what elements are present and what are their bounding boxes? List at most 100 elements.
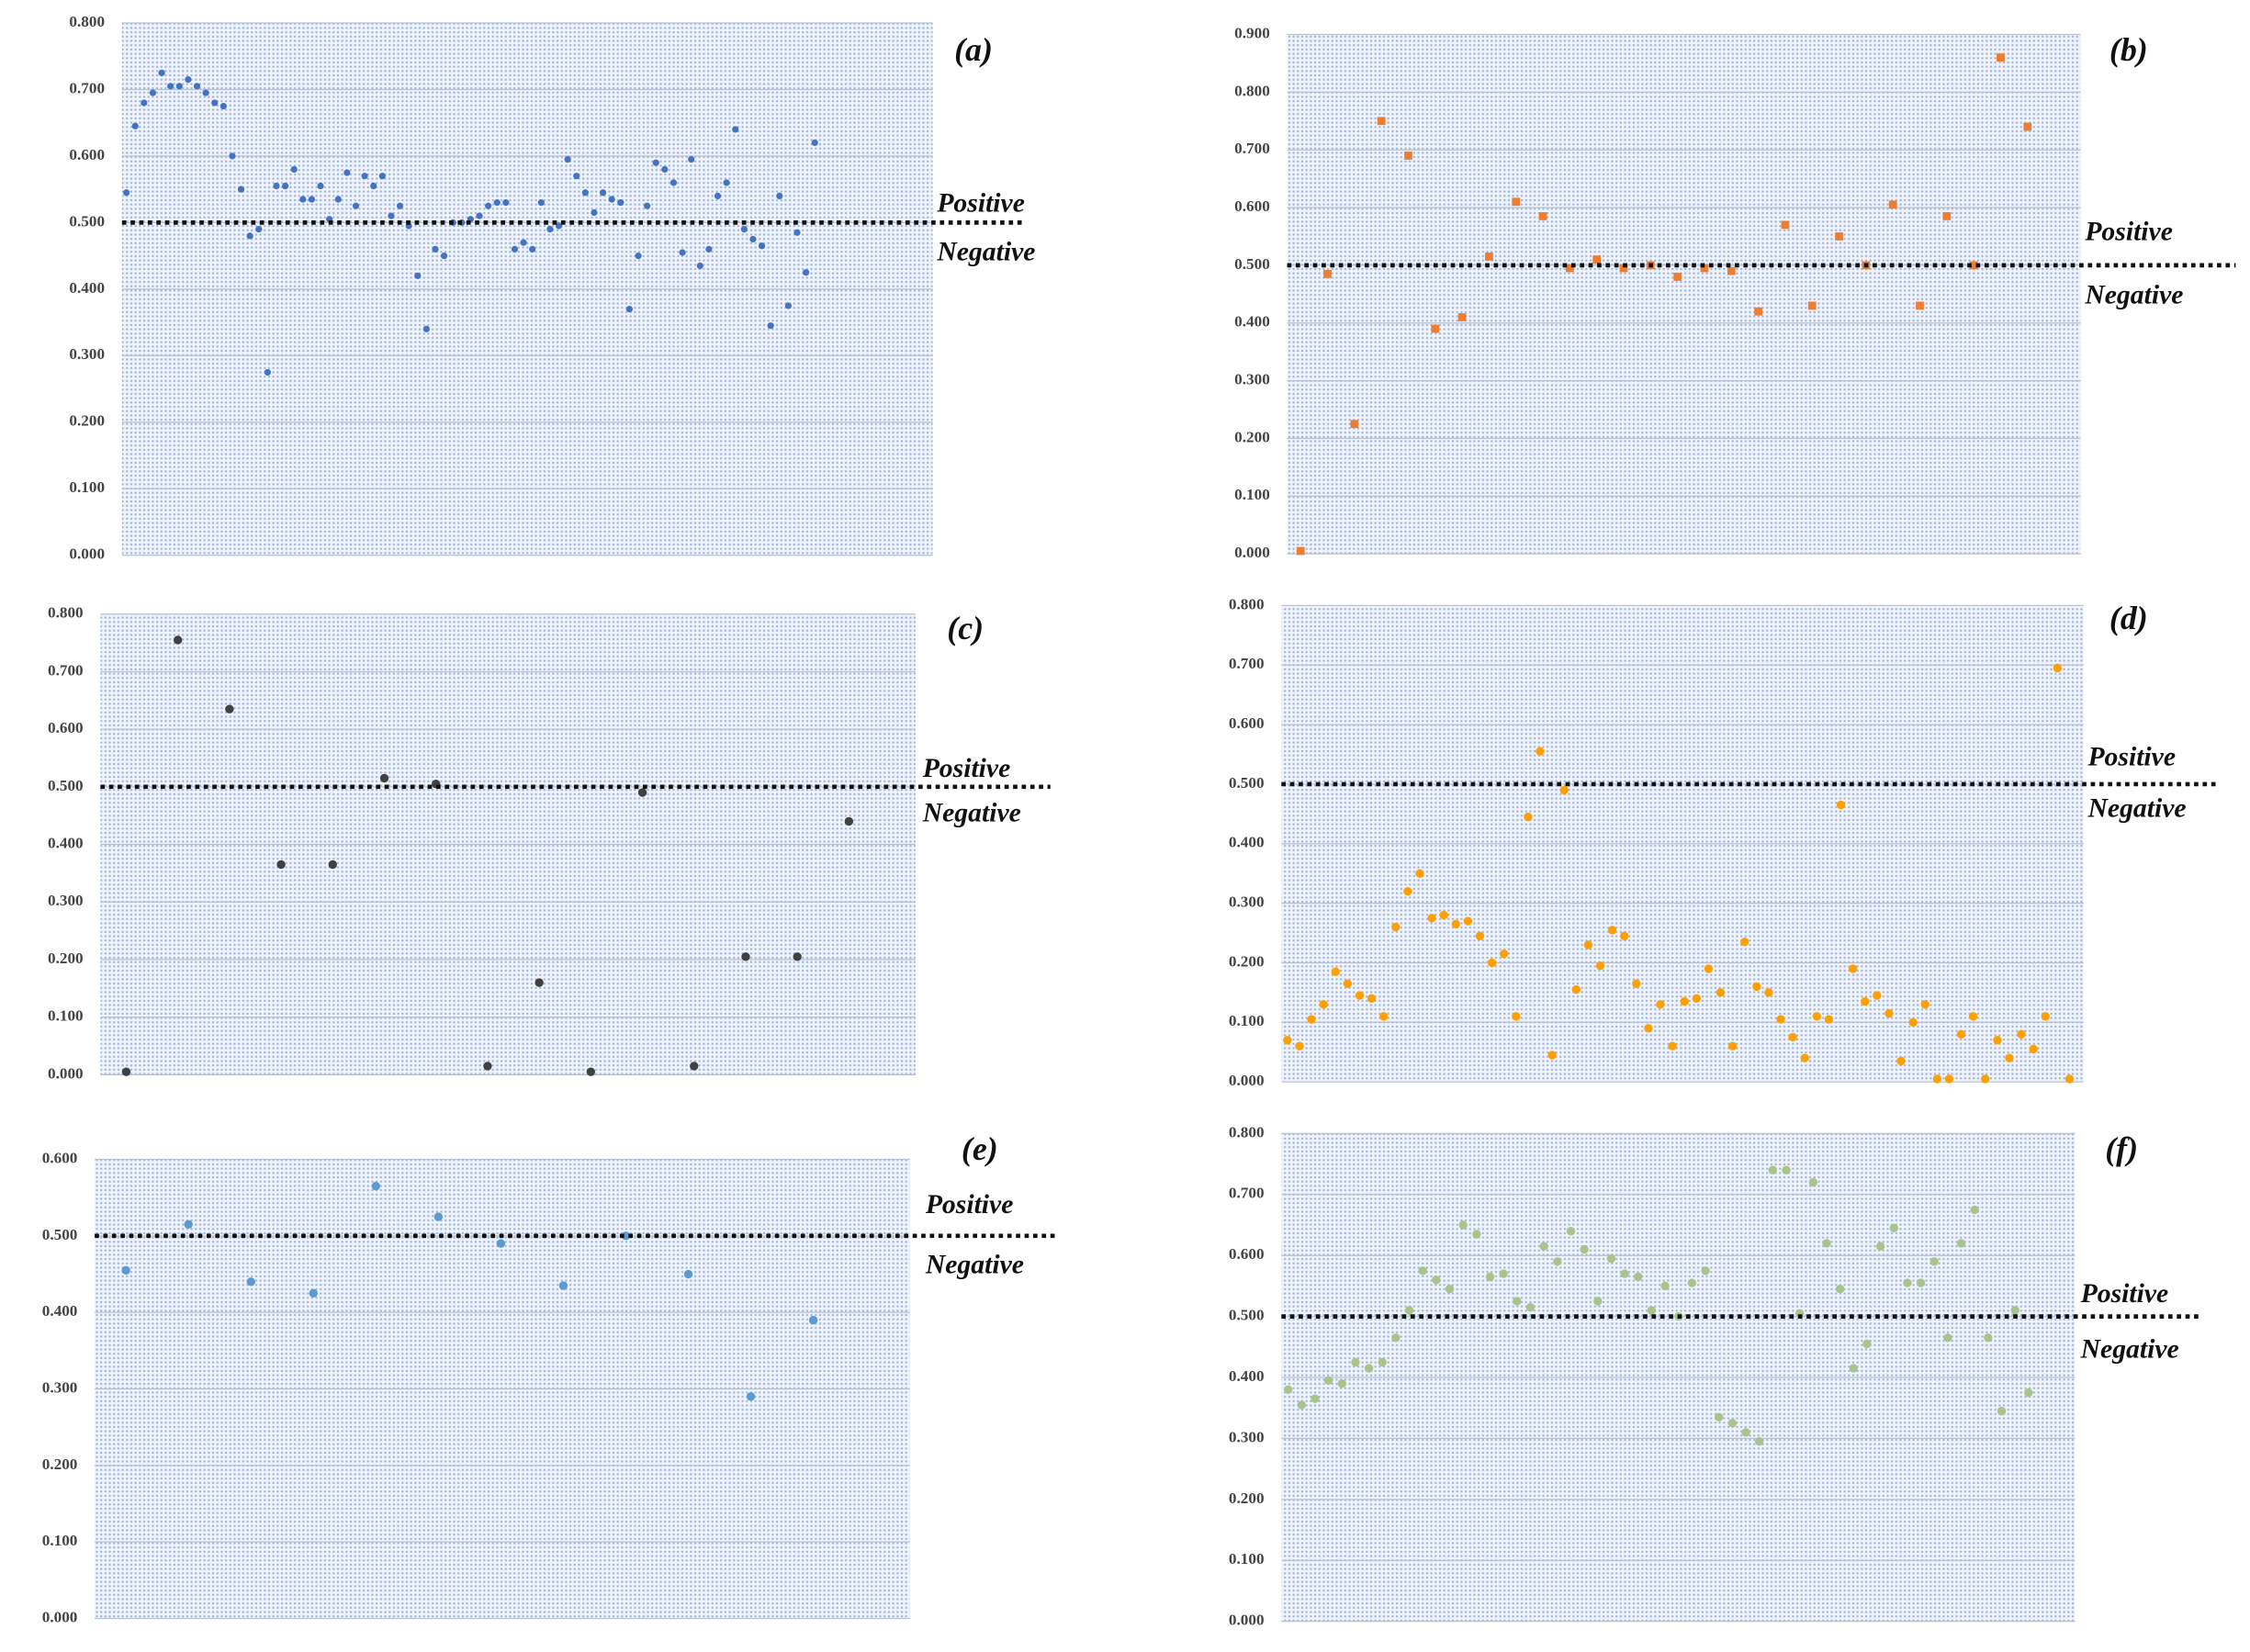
point xyxy=(1283,1385,1293,1394)
point xyxy=(276,860,286,870)
negative-label: Negative xyxy=(2087,794,2186,824)
point xyxy=(1632,979,1641,988)
point xyxy=(811,139,818,147)
point xyxy=(432,245,439,253)
point xyxy=(121,1265,130,1276)
y-tick-label: 0.800 xyxy=(48,604,84,622)
point xyxy=(741,952,750,961)
point xyxy=(1566,1226,1576,1236)
point xyxy=(1942,212,1952,220)
panel-title: (b) xyxy=(2109,31,2148,68)
point xyxy=(1323,1376,1333,1386)
point xyxy=(1485,253,1493,261)
y-tick-label: 0.700 xyxy=(1234,140,1270,157)
point xyxy=(1538,212,1547,220)
point xyxy=(1943,1333,1952,1343)
point xyxy=(1768,1165,1778,1174)
y-tick-label: 0.400 xyxy=(1229,834,1265,851)
point xyxy=(440,253,448,260)
point xyxy=(581,189,589,197)
point xyxy=(808,1315,818,1325)
y-tick-label: 0.300 xyxy=(69,345,105,363)
positive-label: Positive xyxy=(2087,742,2176,771)
point xyxy=(1687,1278,1697,1287)
point xyxy=(661,165,669,174)
point xyxy=(1620,1269,1629,1278)
point xyxy=(1487,958,1497,968)
point xyxy=(2053,663,2063,673)
point xyxy=(1970,1205,1979,1215)
panel: 0.000 0.100 0.200 0.300 0.400 0.500 0.600 0.700… xyxy=(1229,595,2218,1089)
panel: 0.000 0.100 0.200 0.300 0.400 0.500 0.600 0.700… xyxy=(1234,24,2236,561)
point xyxy=(555,222,563,230)
point xyxy=(732,126,739,133)
y-tick-label: 0.200 xyxy=(1229,1489,1265,1507)
point xyxy=(1377,117,1386,126)
point xyxy=(1593,1297,1603,1306)
point xyxy=(1331,967,1340,976)
y-tick-label: 0.900 xyxy=(1234,24,1270,41)
y-tick-label: 0.000 xyxy=(1229,1612,1265,1629)
point xyxy=(378,173,386,180)
point xyxy=(121,1067,131,1076)
point xyxy=(2029,1044,2038,1054)
point xyxy=(793,952,802,961)
point xyxy=(784,302,792,309)
point xyxy=(502,199,510,207)
y-tick-label: 0.300 xyxy=(1229,893,1265,911)
point xyxy=(1849,1364,1858,1373)
point xyxy=(1547,1051,1557,1060)
point xyxy=(1283,1036,1292,1045)
y-tick-label: 0.200 xyxy=(69,412,105,430)
y-tick-label: 0.500 xyxy=(69,212,105,230)
point xyxy=(282,182,289,190)
point xyxy=(1580,1244,1589,1254)
point xyxy=(1752,982,1761,992)
y-tick-label: 0.200 xyxy=(1229,952,1265,970)
point xyxy=(2064,1074,2075,1084)
point xyxy=(1319,1000,1328,1009)
point xyxy=(1873,991,1882,1000)
negative-label: Negative xyxy=(925,1251,1024,1280)
point xyxy=(308,196,316,203)
point xyxy=(361,173,368,180)
point xyxy=(1656,1000,1665,1009)
y-tick-label: 0.800 xyxy=(1234,82,1270,99)
point xyxy=(1364,1364,1374,1373)
point xyxy=(688,155,695,163)
point xyxy=(1916,301,1924,310)
point xyxy=(1993,1036,2002,1045)
point xyxy=(1764,988,1773,997)
point xyxy=(1513,1297,1522,1306)
panel-title: (f) xyxy=(2105,1130,2138,1167)
point xyxy=(679,249,686,256)
point xyxy=(776,192,783,199)
point xyxy=(246,232,253,240)
point xyxy=(1692,994,1702,1004)
point xyxy=(723,179,730,186)
point xyxy=(1700,264,1709,273)
y-tick-label: 0.100 xyxy=(1234,486,1270,503)
point xyxy=(175,83,183,90)
point xyxy=(396,202,404,209)
point xyxy=(229,152,236,160)
positive-label: Positive xyxy=(2084,218,2173,247)
point xyxy=(1311,1394,1320,1403)
point xyxy=(1997,1406,2007,1416)
point xyxy=(1431,324,1440,333)
point xyxy=(2041,1012,2050,1021)
point xyxy=(1836,800,1846,810)
point xyxy=(1896,1056,1906,1066)
point xyxy=(591,208,598,217)
y-tick-label: 0.800 xyxy=(1229,595,1265,612)
panel: 0.000 0.100 0.200 0.300 0.400 0.500 0.600 0.700… xyxy=(48,604,1051,1082)
point xyxy=(573,173,580,180)
point xyxy=(1754,307,1762,316)
point xyxy=(1583,940,1593,950)
point xyxy=(758,242,766,250)
negative-label: Negative xyxy=(2084,280,2183,309)
point xyxy=(131,122,139,129)
point xyxy=(1862,1339,1872,1349)
point xyxy=(1716,988,1726,997)
